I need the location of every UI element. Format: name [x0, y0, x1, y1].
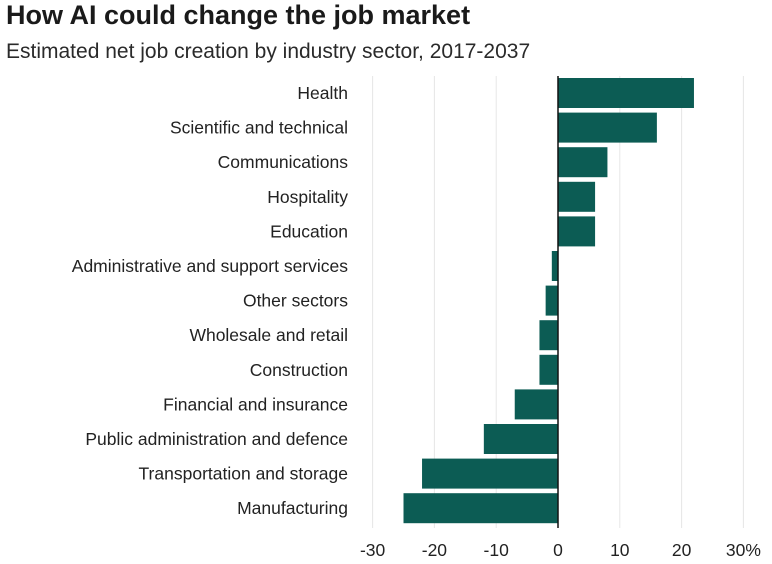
category-label: Hospitality	[267, 187, 348, 207]
category-label: Health	[297, 83, 348, 103]
bar	[558, 78, 694, 108]
bar	[545, 285, 558, 316]
category-label: Wholesale and retail	[189, 325, 348, 345]
bar	[558, 112, 657, 143]
bar	[558, 181, 596, 212]
bar	[551, 251, 558, 281]
category-label: Construction	[250, 360, 348, 380]
x-tick-label: -30	[360, 540, 386, 560]
x-tick-label: 10	[610, 540, 630, 560]
bar	[422, 458, 558, 489]
bar	[483, 424, 558, 454]
bar	[403, 493, 558, 524]
category-label: Scientific and technical	[170, 118, 348, 138]
chart-title: How AI could change the job market	[6, 0, 471, 30]
x-tick-label: -20	[422, 540, 448, 560]
bar	[514, 389, 558, 420]
bar	[539, 354, 558, 385]
bars	[403, 78, 694, 524]
chart-subtitle: Estimated net job creation by industry s…	[6, 40, 531, 63]
category-labels: Health Scientific and technical Communicat…	[72, 83, 348, 518]
category-label: Administrative and support services	[72, 256, 348, 276]
category-label: Public administration and defence	[85, 429, 348, 449]
category-label: Other sectors	[243, 291, 348, 311]
category-label: Financial and insurance	[163, 394, 348, 414]
x-tick-label: 0	[553, 540, 563, 560]
x-tick-label: 20	[672, 540, 692, 560]
bar	[558, 216, 596, 247]
bar	[558, 147, 608, 178]
gridlines	[372, 76, 744, 528]
category-label: Education	[270, 221, 348, 241]
category-label: Transportation and storage	[139, 464, 348, 484]
category-label: Manufacturing	[237, 498, 348, 518]
category-label: Communications	[218, 152, 349, 172]
x-tick-label: -10	[484, 540, 510, 560]
x-axis-ticks: -30 -20 -10 0 10 20 30%	[360, 540, 761, 560]
x-tick-label: 30%	[726, 540, 761, 560]
bar	[539, 320, 558, 351]
